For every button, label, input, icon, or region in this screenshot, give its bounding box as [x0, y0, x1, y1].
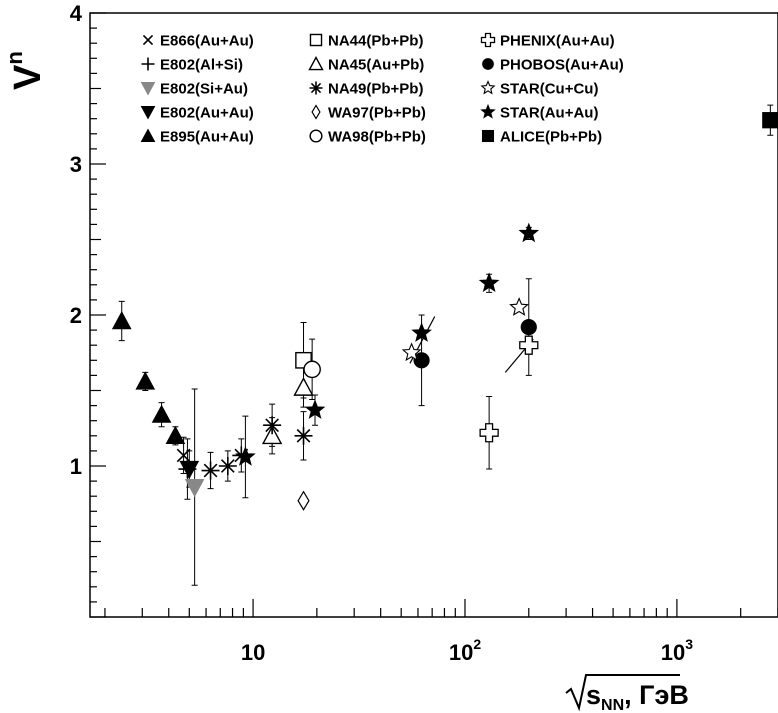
y-tick-label: 2	[70, 303, 82, 328]
data-point-wa98-pb-pb	[303, 360, 321, 379]
data-point-phenix-au-au	[519, 335, 539, 355]
legend-item-star-cu-cu: STAR(Cu+Cu)	[480, 80, 598, 98]
legend-item-phenix-au-au: PHENIX(Au+Au)	[480, 32, 615, 50]
x-axis-title-sqrt	[565, 674, 680, 712]
data-point-star-au-au	[518, 222, 540, 243]
legend-label: STAR(Cu+Cu)	[500, 81, 598, 98]
legend-label: PHENIX(Au+Au)	[500, 33, 615, 50]
y-tick-label: 3	[70, 152, 82, 177]
data-point-na45-au-pb	[261, 425, 283, 445]
data-point-na49-pb-pb	[263, 416, 282, 435]
data-point-star-cu-cu	[401, 342, 422, 362]
x-axis-title-main: s	[586, 680, 601, 710]
data-point-na49-pb-pb	[218, 457, 237, 475]
data-point-star-au-au	[304, 399, 326, 419]
data-point-phenix-au-au	[479, 423, 499, 443]
data-point-wa97-pb-pb	[297, 490, 310, 511]
legend-marker-phobos-au-au	[482, 58, 494, 70]
legend-label: NA49(Pb+Pb)	[328, 81, 423, 98]
legend-item-e802-au-au: E802(Au+Au)	[140, 105, 254, 122]
x-tick-label: 103	[661, 636, 693, 665]
x-tick-label: 10	[241, 640, 265, 665]
legend-label: E802(Si+Au)	[160, 81, 248, 98]
legend-item-na45-au-pb: NA45(Au+Pb)	[308, 56, 424, 74]
legend-marker-e895-au-au	[140, 128, 156, 143]
data-point-alice-pb-pb	[762, 112, 778, 129]
data-points	[111, 112, 778, 511]
legend-label: E802(Al+Si)	[160, 57, 243, 74]
x-tick-label: 102	[449, 636, 481, 665]
data-point-e895-au-au	[165, 425, 186, 444]
legend-item-wa98-pb-pb: WA98(Pb+Pb)	[309, 129, 426, 146]
legend-marker-e802-au-au	[140, 105, 156, 120]
axis-ticks: 1 2 3 4 10 102 103	[70, 1, 778, 665]
data-point-phobos-au-au	[413, 352, 430, 369]
y-axis-title: Vn	[2, 51, 49, 90]
data-point-na45-au-pb	[293, 377, 314, 396]
legend-label: STAR(Au+Au)	[500, 105, 598, 122]
legend-marker-wa97-pb-pb	[311, 104, 321, 120]
x-axis-title-suffix: , ГэВ	[624, 680, 689, 710]
x-axis-title: sNN, ГэВ	[565, 674, 689, 713]
legend-label: ALICE(Pb+Pb)	[500, 129, 602, 146]
legend-item-e895-au-au: E895(Au+Au)	[140, 128, 254, 146]
legend-label: NA44(Pb+Pb)	[328, 33, 423, 50]
legend-marker-e802-si-au	[140, 81, 156, 96]
data-point-e895-au-au	[151, 404, 172, 423]
legend-marker-na49-pb-pb	[309, 81, 323, 95]
legend-marker-na45-au-pb	[308, 56, 324, 71]
legend-item-e802-al-si: E802(Al+Si)	[141, 57, 243, 74]
legend-label: E895(Au+Au)	[160, 129, 254, 146]
error-bars	[118, 104, 774, 586]
legend-item-e802-si-au: E802(Si+Au)	[140, 81, 248, 98]
legend-marker-e802-al-si	[141, 57, 155, 71]
data-point-na49-pb-pb	[294, 426, 313, 445]
legend-label: PHOBOS(Au+Au)	[500, 57, 624, 74]
data-point-phobos-au-au	[520, 318, 537, 336]
y-tick-label: 4	[70, 1, 83, 26]
y-axis-title-sup: n	[2, 51, 27, 64]
svg-text:sNN, ГэВ: sNN, ГэВ	[586, 680, 689, 713]
legend-label: WA97(Pb+Pb)	[328, 105, 426, 122]
x-axis-title-sub: NN	[601, 697, 624, 713]
y-axis-title-main: V	[7, 64, 49, 90]
y-tick-label: 1	[70, 454, 82, 479]
legend-item-na44-pb-pb: NA44(Pb+Pb)	[309, 33, 423, 50]
data-point-star-au-au	[235, 446, 256, 466]
legend-marker-alice-pb-pb	[481, 129, 495, 143]
legend-item-na49-pb-pb: NA49(Pb+Pb)	[309, 81, 423, 98]
data-point-e895-au-au	[111, 310, 132, 330]
legend-item-star-au-au: STAR(Au+Au)	[480, 103, 598, 122]
legend-item-wa97-pb-pb: WA97(Pb+Pb)	[311, 104, 426, 122]
legend-item-e866-au-au: E866(Au+Au)	[142, 33, 254, 50]
data-point-na49-pb-pb	[201, 461, 220, 480]
legend-marker-wa98-pb-pb	[309, 129, 323, 143]
legend-marker-na44-pb-pb	[309, 33, 323, 47]
legend: E866(Au+Au) E802(Al+Si) E802(Si+Au) E802(Au…	[140, 32, 624, 146]
data-point-star-au-au	[411, 322, 432, 342]
legend-label: NA45(Au+Pb)	[328, 57, 424, 74]
legend-marker-star-au-au	[480, 103, 496, 119]
data-point-e895-au-au	[135, 371, 156, 390]
legend-marker-star-cu-cu	[480, 80, 496, 95]
data-point-star-au-au	[478, 272, 500, 293]
legend-label: E802(Au+Au)	[160, 105, 254, 122]
data-point-star-cu-cu	[509, 297, 529, 316]
legend-item-phobos-au-au: PHOBOS(Au+Au)	[482, 57, 624, 74]
legend-label: WA98(Pb+Pb)	[328, 129, 426, 146]
legend-marker-phenix-au-au	[480, 32, 496, 48]
legend-item-alice-pb-pb: ALICE(Pb+Pb)	[481, 129, 602, 146]
legend-label: E866(Au+Au)	[160, 33, 254, 50]
legend-marker-e866-au-au	[142, 34, 154, 46]
data-point-e802-si-au	[184, 478, 205, 498]
data-point-e802-au-au	[179, 460, 200, 480]
data-point-e866-au-au	[176, 448, 191, 463]
